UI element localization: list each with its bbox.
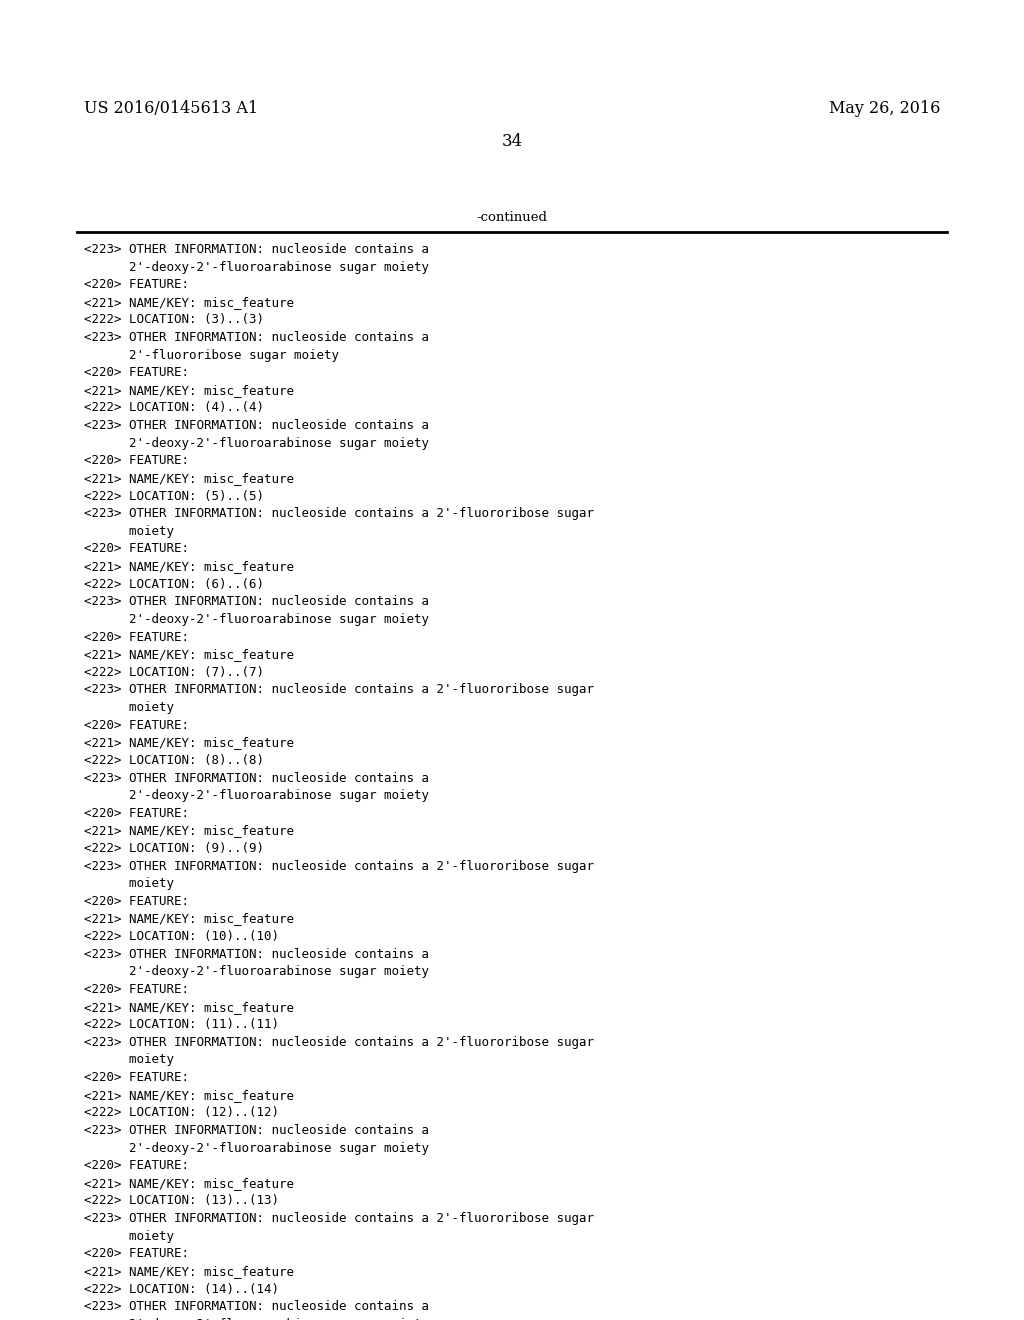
- Text: <222> LOCATION: (8)..(8): <222> LOCATION: (8)..(8): [84, 754, 264, 767]
- Text: 2'-deoxy-2'-fluoroarabinose sugar moiety: 2'-deoxy-2'-fluoroarabinose sugar moiety: [84, 260, 429, 273]
- Text: <222> LOCATION: (13)..(13): <222> LOCATION: (13)..(13): [84, 1195, 279, 1208]
- Text: <222> LOCATION: (4)..(4): <222> LOCATION: (4)..(4): [84, 401, 264, 414]
- Text: <220> FEATURE:: <220> FEATURE:: [84, 1247, 189, 1261]
- Text: <220> FEATURE:: <220> FEATURE:: [84, 1159, 189, 1172]
- Text: moiety: moiety: [84, 525, 174, 537]
- Text: <222> LOCATION: (10)..(10): <222> LOCATION: (10)..(10): [84, 931, 279, 942]
- Text: 2'-deoxy-2'-fluoroarabinose sugar moiety: 2'-deoxy-2'-fluoroarabinose sugar moiety: [84, 789, 429, 803]
- Text: 2'-deoxy-2'-fluoroarabinose sugar moiety: 2'-deoxy-2'-fluoroarabinose sugar moiety: [84, 1317, 429, 1320]
- Text: 2'-deoxy-2'-fluoroarabinose sugar moiety: 2'-deoxy-2'-fluoroarabinose sugar moiety: [84, 965, 429, 978]
- Text: 2'-deoxy-2'-fluoroarabinose sugar moiety: 2'-deoxy-2'-fluoroarabinose sugar moiety: [84, 437, 429, 450]
- Text: <220> FEATURE:: <220> FEATURE:: [84, 543, 189, 556]
- Text: <220> FEATURE:: <220> FEATURE:: [84, 366, 189, 379]
- Text: <222> LOCATION: (14)..(14): <222> LOCATION: (14)..(14): [84, 1283, 279, 1295]
- Text: <221> NAME/KEY: misc_feature: <221> NAME/KEY: misc_feature: [84, 560, 294, 573]
- Text: <222> LOCATION: (7)..(7): <222> LOCATION: (7)..(7): [84, 665, 264, 678]
- Text: <223> OTHER INFORMATION: nucleoside contains a: <223> OTHER INFORMATION: nucleoside cont…: [84, 243, 429, 256]
- Text: 2'-deoxy-2'-fluoroarabinose sugar moiety: 2'-deoxy-2'-fluoroarabinose sugar moiety: [84, 1142, 429, 1155]
- Text: <220> FEATURE:: <220> FEATURE:: [84, 279, 189, 292]
- Text: <221> NAME/KEY: misc_feature: <221> NAME/KEY: misc_feature: [84, 384, 294, 397]
- Text: <222> LOCATION: (3)..(3): <222> LOCATION: (3)..(3): [84, 313, 264, 326]
- Text: US 2016/0145613 A1: US 2016/0145613 A1: [84, 100, 258, 117]
- Text: <223> OTHER INFORMATION: nucleoside contains a: <223> OTHER INFORMATION: nucleoside cont…: [84, 420, 429, 432]
- Text: <223> OTHER INFORMATION: nucleoside contains a 2'-fluororibose sugar: <223> OTHER INFORMATION: nucleoside cont…: [84, 859, 594, 873]
- Text: <223> OTHER INFORMATION: nucleoside contains a 2'-fluororibose sugar: <223> OTHER INFORMATION: nucleoside cont…: [84, 1212, 594, 1225]
- Text: moiety: moiety: [84, 878, 174, 890]
- Text: <221> NAME/KEY: misc_feature: <221> NAME/KEY: misc_feature: [84, 825, 294, 837]
- Text: <220> FEATURE:: <220> FEATURE:: [84, 895, 189, 908]
- Text: <221> NAME/KEY: misc_feature: <221> NAME/KEY: misc_feature: [84, 1265, 294, 1278]
- Text: <222> LOCATION: (12)..(12): <222> LOCATION: (12)..(12): [84, 1106, 279, 1119]
- Text: 2'-fluororibose sugar moiety: 2'-fluororibose sugar moiety: [84, 348, 339, 362]
- Text: <223> OTHER INFORMATION: nucleoside contains a: <223> OTHER INFORMATION: nucleoside cont…: [84, 331, 429, 345]
- Text: <221> NAME/KEY: misc_feature: <221> NAME/KEY: misc_feature: [84, 648, 294, 661]
- Text: <220> FEATURE:: <220> FEATURE:: [84, 1071, 189, 1084]
- Text: 34: 34: [502, 133, 522, 150]
- Text: <223> OTHER INFORMATION: nucleoside contains a: <223> OTHER INFORMATION: nucleoside cont…: [84, 771, 429, 784]
- Text: <223> OTHER INFORMATION: nucleoside contains a: <223> OTHER INFORMATION: nucleoside cont…: [84, 948, 429, 961]
- Text: <220> FEATURE:: <220> FEATURE:: [84, 718, 189, 731]
- Text: <221> NAME/KEY: misc_feature: <221> NAME/KEY: misc_feature: [84, 473, 294, 484]
- Text: <221> NAME/KEY: misc_feature: <221> NAME/KEY: misc_feature: [84, 1177, 294, 1189]
- Text: <222> LOCATION: (6)..(6): <222> LOCATION: (6)..(6): [84, 578, 264, 590]
- Text: <223> OTHER INFORMATION: nucleoside contains a: <223> OTHER INFORMATION: nucleoside cont…: [84, 1125, 429, 1137]
- Text: <220> FEATURE:: <220> FEATURE:: [84, 631, 189, 644]
- Text: <221> NAME/KEY: misc_feature: <221> NAME/KEY: misc_feature: [84, 912, 294, 925]
- Text: <221> NAME/KEY: misc_feature: <221> NAME/KEY: misc_feature: [84, 296, 294, 309]
- Text: <222> LOCATION: (5)..(5): <222> LOCATION: (5)..(5): [84, 490, 264, 503]
- Text: -continued: -continued: [476, 211, 548, 224]
- Text: <221> NAME/KEY: misc_feature: <221> NAME/KEY: misc_feature: [84, 737, 294, 750]
- Text: moiety: moiety: [84, 701, 174, 714]
- Text: <220> FEATURE:: <220> FEATURE:: [84, 983, 189, 997]
- Text: <223> OTHER INFORMATION: nucleoside contains a 2'-fluororibose sugar: <223> OTHER INFORMATION: nucleoside cont…: [84, 684, 594, 697]
- Text: <221> NAME/KEY: misc_feature: <221> NAME/KEY: misc_feature: [84, 1001, 294, 1014]
- Text: <222> LOCATION: (9)..(9): <222> LOCATION: (9)..(9): [84, 842, 264, 855]
- Text: 2'-deoxy-2'-fluoroarabinose sugar moiety: 2'-deoxy-2'-fluoroarabinose sugar moiety: [84, 612, 429, 626]
- Text: <223> OTHER INFORMATION: nucleoside contains a 2'-fluororibose sugar: <223> OTHER INFORMATION: nucleoside cont…: [84, 507, 594, 520]
- Text: <222> LOCATION: (11)..(11): <222> LOCATION: (11)..(11): [84, 1018, 279, 1031]
- Text: <223> OTHER INFORMATION: nucleoside contains a: <223> OTHER INFORMATION: nucleoside cont…: [84, 1300, 429, 1313]
- Text: moiety: moiety: [84, 1230, 174, 1242]
- Text: May 26, 2016: May 26, 2016: [828, 100, 940, 117]
- Text: <221> NAME/KEY: misc_feature: <221> NAME/KEY: misc_feature: [84, 1089, 294, 1102]
- Text: moiety: moiety: [84, 1053, 174, 1067]
- Text: <220> FEATURE:: <220> FEATURE:: [84, 454, 189, 467]
- Text: <220> FEATURE:: <220> FEATURE:: [84, 807, 189, 820]
- Text: <223> OTHER INFORMATION: nucleoside contains a: <223> OTHER INFORMATION: nucleoside cont…: [84, 595, 429, 609]
- Text: <223> OTHER INFORMATION: nucleoside contains a 2'-fluororibose sugar: <223> OTHER INFORMATION: nucleoside cont…: [84, 1036, 594, 1049]
